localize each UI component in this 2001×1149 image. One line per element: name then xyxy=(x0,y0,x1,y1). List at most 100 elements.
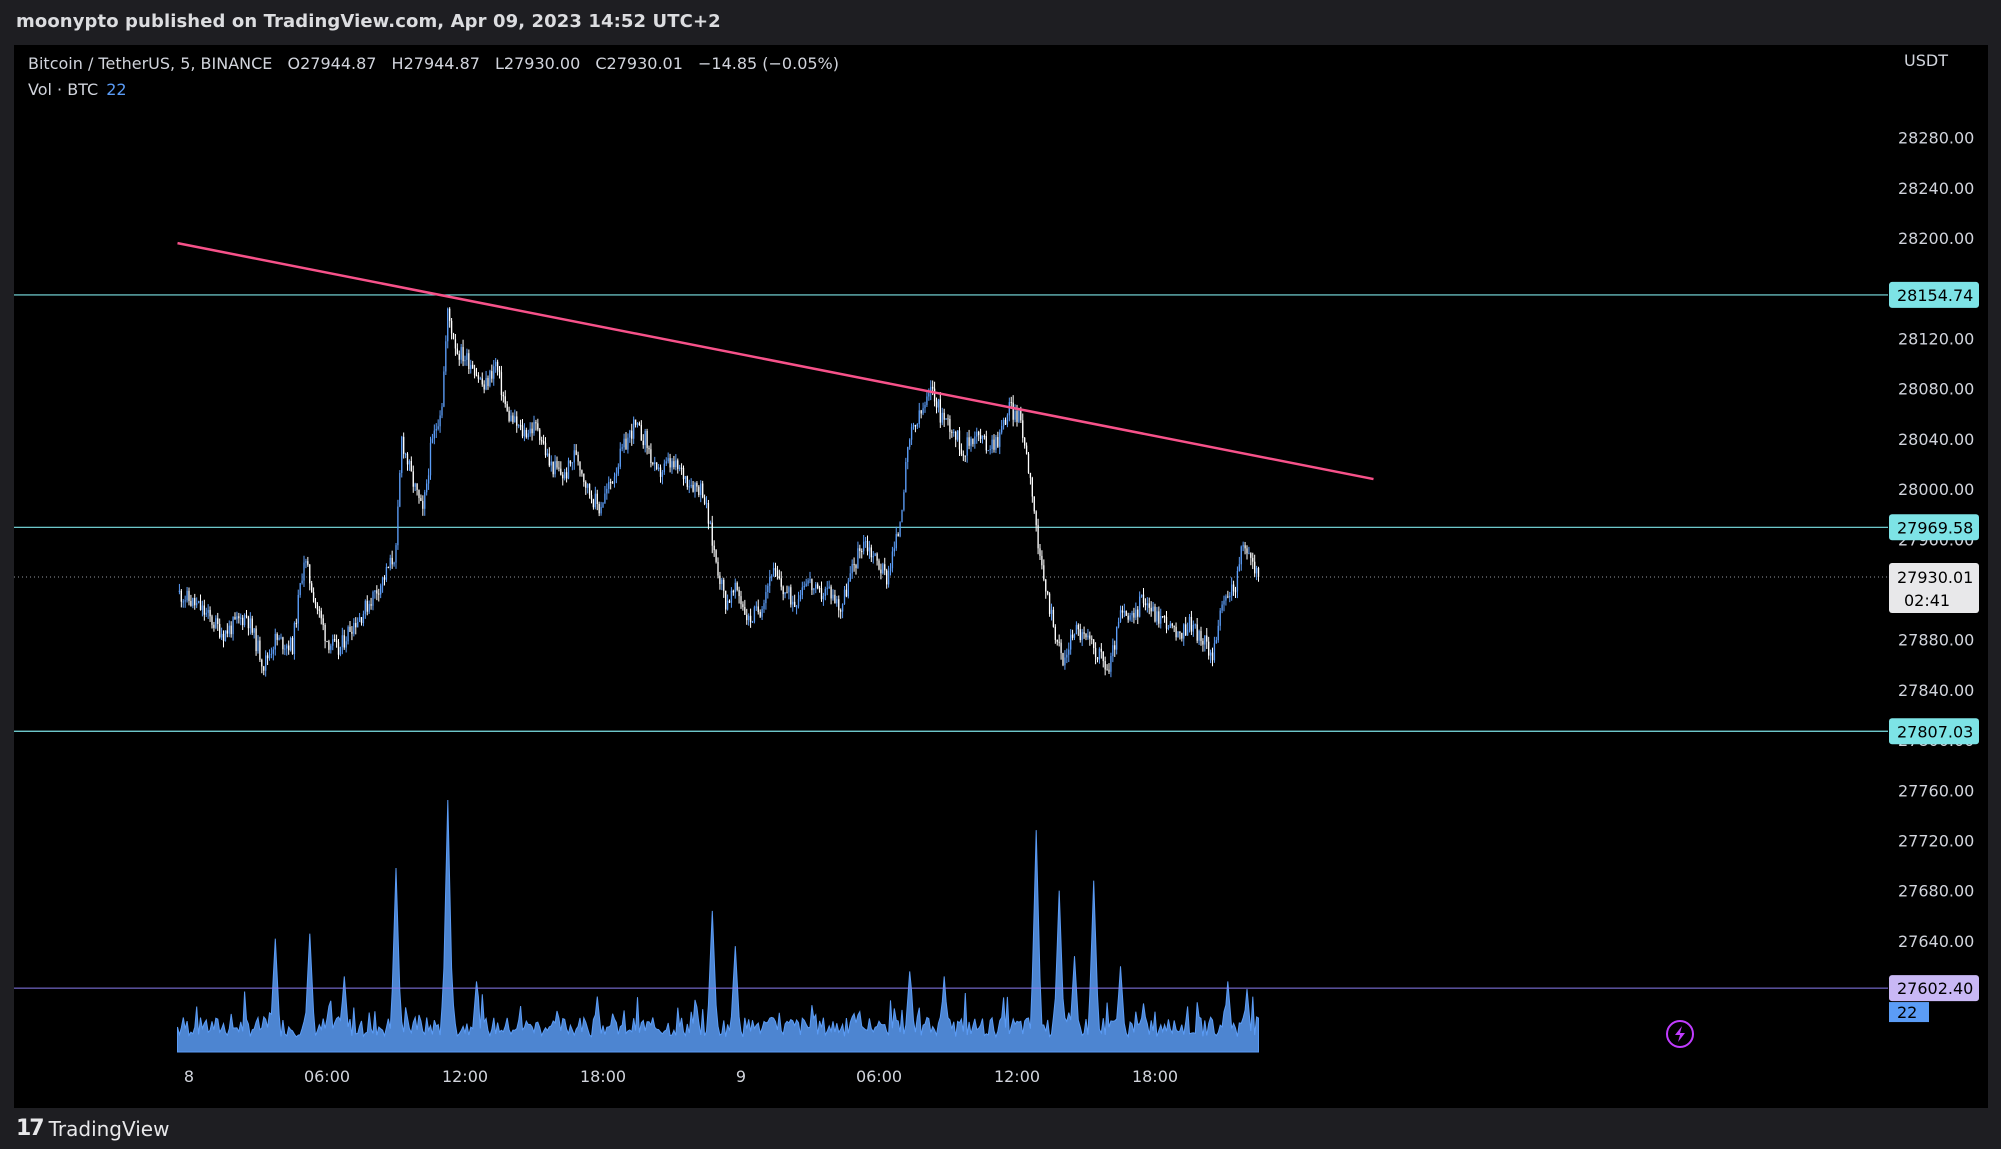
candle-body[interactable] xyxy=(1018,409,1020,422)
candle-body[interactable] xyxy=(366,600,368,612)
candle-body[interactable] xyxy=(533,422,535,434)
candle-body[interactable] xyxy=(1100,648,1102,652)
tradingview-logo[interactable]: 17 TradingView xyxy=(16,1116,169,1141)
candle-body[interactable] xyxy=(926,396,928,406)
candle-body[interactable] xyxy=(1079,629,1081,641)
candle-body[interactable] xyxy=(1194,624,1196,626)
candle-body[interactable] xyxy=(611,482,614,484)
candle-body[interactable] xyxy=(694,483,696,492)
candle-body[interactable] xyxy=(703,497,706,504)
candle-body[interactable] xyxy=(588,483,591,496)
candle-body[interactable] xyxy=(228,625,230,634)
candle-body[interactable] xyxy=(427,475,430,484)
candle-body[interactable] xyxy=(834,594,836,604)
candle-body[interactable] xyxy=(286,645,288,649)
candle-body[interactable] xyxy=(1177,632,1179,638)
candle-body[interactable] xyxy=(1238,564,1240,571)
candle-body[interactable] xyxy=(757,606,759,613)
candle-body[interactable] xyxy=(385,567,388,580)
candle-body[interactable] xyxy=(629,430,631,438)
candle-body[interactable] xyxy=(387,567,389,569)
candle-body[interactable] xyxy=(190,600,192,606)
candle-body[interactable] xyxy=(863,541,865,552)
candle-body[interactable] xyxy=(261,659,263,667)
candle-body[interactable] xyxy=(1058,641,1060,643)
candle-body[interactable] xyxy=(203,605,205,615)
candle-body[interactable] xyxy=(989,449,991,451)
candle-body[interactable] xyxy=(619,448,621,467)
candle-body[interactable] xyxy=(556,461,558,468)
candle-body[interactable] xyxy=(1252,557,1254,562)
candle-body[interactable] xyxy=(1077,624,1079,630)
candle-body[interactable] xyxy=(516,416,518,426)
candle-body[interactable] xyxy=(1146,603,1148,606)
candle-body[interactable] xyxy=(753,607,756,622)
candle-body[interactable] xyxy=(337,642,340,655)
candle-body[interactable] xyxy=(514,416,516,423)
candle-body[interactable] xyxy=(565,472,568,479)
candle-body[interactable] xyxy=(1221,604,1223,611)
candle-body[interactable] xyxy=(899,522,901,537)
candle-body[interactable] xyxy=(562,474,564,479)
candle-body[interactable] xyxy=(1127,615,1129,620)
candle-body[interactable] xyxy=(479,378,481,380)
candle-body[interactable] xyxy=(1192,624,1194,632)
candle-body[interactable] xyxy=(447,308,449,342)
candle-body[interactable] xyxy=(841,604,844,612)
candle-body[interactable] xyxy=(341,635,343,647)
candle-body[interactable] xyxy=(1223,600,1225,605)
candle-body[interactable] xyxy=(194,597,196,606)
candle-body[interactable] xyxy=(257,640,259,652)
candle-body[interactable] xyxy=(188,590,190,601)
candle-body[interactable] xyxy=(702,483,704,498)
candle-body[interactable] xyxy=(1071,634,1074,638)
candle-body[interactable] xyxy=(1217,625,1219,641)
candle-body[interactable] xyxy=(1190,616,1193,632)
candle-body[interactable] xyxy=(443,371,445,407)
candle-body[interactable] xyxy=(504,396,506,405)
candle-body[interactable] xyxy=(746,614,748,621)
candle-body[interactable] xyxy=(878,560,880,570)
candle-body[interactable] xyxy=(734,582,736,593)
candle-body[interactable] xyxy=(1167,628,1170,630)
candle-body[interactable] xyxy=(840,610,842,612)
candle-body[interactable] xyxy=(406,453,409,465)
candle-body[interactable] xyxy=(1131,612,1133,616)
candle-body[interactable] xyxy=(608,481,610,489)
candle-body[interactable] xyxy=(1208,641,1210,656)
candle-body[interactable] xyxy=(326,640,328,642)
candle-body[interactable] xyxy=(521,425,524,437)
candle-body[interactable] xyxy=(786,592,788,594)
candle-body[interactable] xyxy=(859,548,861,551)
candle-body[interactable] xyxy=(502,394,504,397)
candle-body[interactable] xyxy=(222,633,225,642)
candle-body[interactable] xyxy=(408,461,411,465)
candle-body[interactable] xyxy=(1204,635,1206,645)
candle-body[interactable] xyxy=(468,353,470,369)
candle-body[interactable] xyxy=(270,653,273,655)
candle-body[interactable] xyxy=(247,616,250,629)
candle-body[interactable] xyxy=(196,602,198,606)
candle-body[interactable] xyxy=(219,623,221,638)
candle-body[interactable] xyxy=(979,435,982,439)
candle-body[interactable] xyxy=(665,461,667,464)
candle-body[interactable] xyxy=(893,548,895,552)
candle-body[interactable] xyxy=(646,430,648,448)
candle-body[interactable] xyxy=(320,610,322,619)
candle-body[interactable] xyxy=(255,628,257,652)
candle-body[interactable] xyxy=(435,428,437,431)
candle-body[interactable] xyxy=(700,483,702,496)
candle-body[interactable] xyxy=(826,588,828,590)
candle-body[interactable] xyxy=(761,608,763,617)
candle-body[interactable] xyxy=(876,553,878,561)
candle-body[interactable] xyxy=(692,484,694,492)
candle-body[interactable] xyxy=(740,596,742,605)
candle-body[interactable] xyxy=(1010,402,1012,404)
candle-body[interactable] xyxy=(978,431,980,436)
candle-body[interactable] xyxy=(738,589,740,597)
candle-body[interactable] xyxy=(981,435,984,439)
candle-body[interactable] xyxy=(496,361,499,371)
candle-body[interactable] xyxy=(918,410,920,424)
candle-body[interactable] xyxy=(891,551,894,569)
candle-body[interactable] xyxy=(698,486,700,496)
